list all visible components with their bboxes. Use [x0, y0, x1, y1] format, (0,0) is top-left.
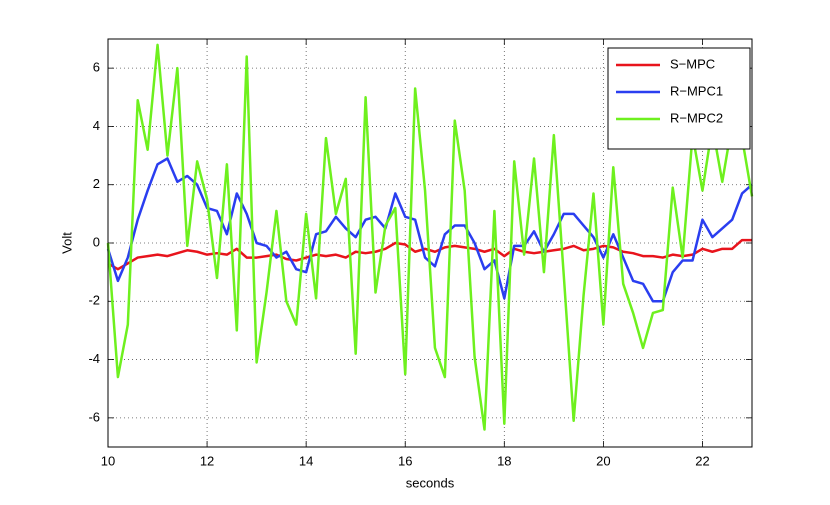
y-tick-label: 4 [93, 118, 100, 133]
y-tick-label: 2 [93, 176, 100, 191]
x-tick-label: 10 [101, 453, 115, 468]
series-line [106, 43, 754, 431]
legend-label: R−MPC1 [670, 83, 723, 98]
legend-label: R−MPC2 [670, 110, 723, 125]
plot-frame [107, 38, 753, 448]
y-axis-label: Volt [59, 232, 74, 254]
y-tick-label: -6 [88, 409, 100, 424]
x-tick-label: 14 [299, 453, 313, 468]
x-axis-label: seconds [406, 475, 455, 490]
y-tick-label: 0 [93, 234, 100, 249]
x-tick-label: 20 [596, 453, 610, 468]
y-tick-label: 6 [93, 60, 100, 75]
y-tick-label: -4 [88, 351, 100, 366]
legend-label: S−MPC [670, 56, 715, 71]
x-tick-label: 12 [200, 453, 214, 468]
x-tick-label: 22 [695, 453, 709, 468]
x-tick-label: 16 [398, 453, 412, 468]
y-tick-label: -2 [88, 293, 100, 308]
x-tick-label: 18 [497, 453, 511, 468]
